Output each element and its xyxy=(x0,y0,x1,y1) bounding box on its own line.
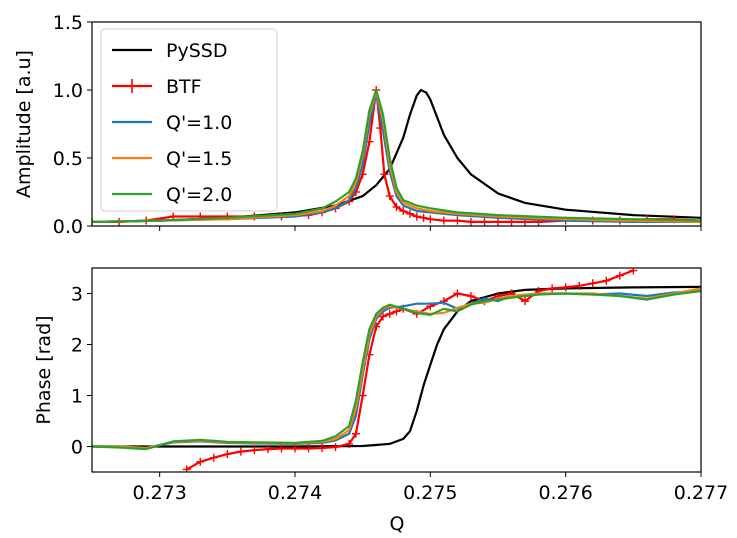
phase-marker-btf xyxy=(561,283,570,292)
phase-marker-btf xyxy=(291,444,299,453)
amplitude-y-tick-label: 0.5 xyxy=(53,148,83,170)
amplitude-marker-btf xyxy=(426,215,435,224)
phase-marker-btf xyxy=(575,281,584,290)
amplitude-y-tick-label: 1.0 xyxy=(53,80,83,102)
phase-series-pyssd xyxy=(92,285,701,448)
phase-y-tick-label: 1 xyxy=(71,386,83,408)
phase-marker-btf xyxy=(615,271,624,280)
amplitude-y-axis-label: Amplitude [a.u] xyxy=(13,50,35,198)
amplitude-series-q-2-0 xyxy=(92,88,701,223)
phase-marker-btf xyxy=(250,446,259,455)
phase-marker-btf xyxy=(629,268,638,275)
amplitude-panel: 0.0 0.5 1.0 1.5 Amplitude [a.u] PySSD BTF Q'=… xyxy=(13,12,702,238)
phase-marker-btf xyxy=(392,307,401,316)
phase-marker-btf xyxy=(304,444,313,453)
phase-x-tick-label: 0.277 xyxy=(674,482,728,504)
phase-marker-btf xyxy=(196,457,205,466)
amplitude-marker-btf xyxy=(466,217,475,226)
amplitude-plot-area xyxy=(92,86,701,226)
phase-y-tick-label: 0 xyxy=(71,437,83,459)
phase-marker-btf xyxy=(236,447,245,456)
phase-series-q-2-0 xyxy=(92,289,701,451)
phase-marker-btf xyxy=(378,312,387,321)
amplitude-axes-frame xyxy=(91,21,702,227)
phase-marker-btf xyxy=(521,297,530,306)
phase-x-axis-label: Q xyxy=(390,513,405,535)
phase-marker-btf xyxy=(385,309,394,318)
amplitude-marker-btf xyxy=(406,209,415,218)
phase-marker-btf xyxy=(223,450,232,459)
amplitude-marker-btf xyxy=(419,213,428,222)
legend-label-btf: BTF xyxy=(166,76,202,98)
amplitude-series-q-1-0 xyxy=(92,91,701,223)
phase-marker-btf xyxy=(602,276,611,285)
phase-y-tick-label: 2 xyxy=(71,335,83,357)
amplitude-marker-btf xyxy=(399,207,408,216)
phase-axes-frame xyxy=(91,267,702,473)
phase-series-group xyxy=(92,268,701,472)
phase-x-tick-label: 0.274 xyxy=(268,482,322,504)
phase-marker-btf xyxy=(331,443,340,452)
phase-ticks: 0.273 0.274 0.275 0.276 0.277 0 1 2 3 xyxy=(71,284,728,505)
legend-frame xyxy=(100,28,278,212)
amplitude-marker-btf xyxy=(439,216,448,225)
amplitude-marker-btf xyxy=(494,217,502,226)
phase-marker-btf xyxy=(345,439,354,448)
phase-panel: 0.273 0.274 0.275 0.276 0.277 0 1 2 3 Phase [rad… xyxy=(33,267,728,535)
legend-label-q-2-0: Q'=2.0 xyxy=(166,184,232,206)
legend-label-q-1-5: Q'=1.5 xyxy=(166,148,232,170)
amplitude-ticks: 0.0 0.5 1.0 1.5 xyxy=(53,12,702,238)
phase-marker-btf xyxy=(548,284,557,293)
amplitude-marker-btf xyxy=(412,212,421,221)
phase-marker-btf xyxy=(277,444,286,453)
phase-marker-btf xyxy=(318,444,327,453)
phase-marker-btf xyxy=(453,289,462,298)
amplitude-y-tick-label: 1.5 xyxy=(53,12,83,34)
amplitude-marker-btf xyxy=(480,217,489,226)
phase-marker-btf xyxy=(209,453,218,462)
phase-y-tick-label: 3 xyxy=(71,284,83,306)
phase-series-btf xyxy=(186,269,634,471)
phase-marker-btf xyxy=(182,465,191,472)
legend: PySSD BTF Q'=1.0 Q'=1.5 Q'=2.0 xyxy=(100,28,278,212)
amplitude-series-group xyxy=(92,86,701,226)
phase-marker-btf xyxy=(351,429,360,438)
legend-label-q-1-0: Q'=1.0 xyxy=(166,112,232,134)
phase-y-axis-label: Phase [rad] xyxy=(33,315,55,424)
amplitude-marker-btf xyxy=(385,192,394,201)
amplitude-y-tick-label: 0.0 xyxy=(53,216,83,238)
phase-x-tick-label: 0.275 xyxy=(403,482,457,504)
amplitude-marker-btf xyxy=(392,202,401,211)
phase-x-tick-label: 0.273 xyxy=(132,482,186,504)
phase-plot-area xyxy=(92,268,701,472)
phase-marker-btf xyxy=(588,279,597,288)
phase-marker-btf xyxy=(466,292,475,301)
legend-label-pyssd: PySSD xyxy=(166,40,227,62)
amplitude-marker-btf xyxy=(453,216,462,225)
phase-x-tick-label: 0.276 xyxy=(538,482,592,504)
amplitude-marker-btf xyxy=(380,170,389,179)
phase-marker-btf xyxy=(263,445,272,454)
